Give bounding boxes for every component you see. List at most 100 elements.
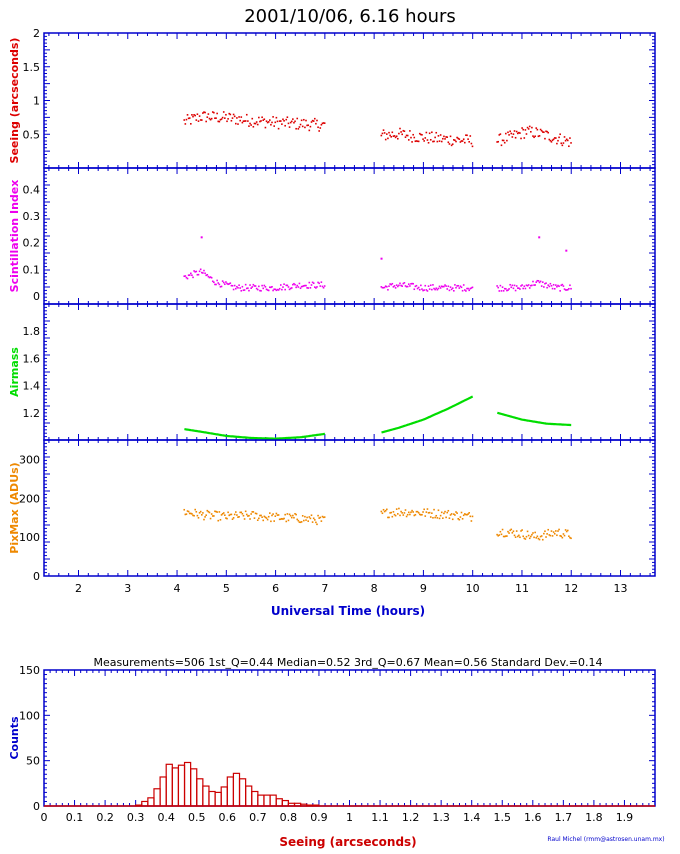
data-point [190, 512, 192, 515]
data-point [290, 287, 293, 289]
data-point [263, 284, 266, 287]
data-point [549, 282, 552, 285]
data-point [454, 514, 456, 516]
data-point [455, 511, 457, 513]
data-point [524, 287, 527, 290]
data-point [209, 118, 212, 121]
histogram-bar [251, 790, 259, 807]
data-point [254, 122, 257, 125]
data-point [466, 134, 468, 137]
data-point [307, 287, 310, 289]
data-point [320, 520, 323, 522]
data-point [211, 280, 214, 283]
data-point [269, 286, 271, 289]
data-point [541, 281, 544, 283]
data-point [532, 532, 534, 534]
data-point [240, 511, 243, 514]
data-point [231, 117, 234, 119]
y-tick-label: 1.8 [23, 325, 41, 338]
data-point [380, 134, 383, 137]
data-point [266, 518, 269, 521]
data-point [192, 514, 194, 517]
data-point [506, 535, 508, 537]
data-point [549, 139, 552, 142]
data-point [285, 520, 288, 523]
x-tick-label: 13 [614, 582, 628, 595]
data-point [449, 135, 452, 138]
credit-text: Raul Michel (rmm@astrosen.unam.mx) [547, 836, 664, 843]
data-point [198, 115, 201, 117]
data-point [380, 510, 383, 513]
data-point [431, 288, 433, 291]
data-point [188, 117, 191, 119]
data-point [438, 140, 441, 142]
data-point [390, 283, 393, 286]
data-point [505, 535, 507, 537]
data-point [239, 119, 241, 122]
data-point [188, 274, 191, 276]
histogram-bar [293, 802, 302, 807]
data-point [424, 515, 427, 517]
data-point [296, 117, 299, 120]
data-point [415, 510, 418, 513]
data-point [304, 126, 306, 129]
data-point [546, 130, 548, 133]
data-point [565, 138, 568, 141]
data-point [439, 134, 442, 136]
data-point [292, 514, 294, 517]
data-point [293, 282, 295, 285]
y-tick-label: 2 [33, 27, 40, 40]
data-point [424, 137, 427, 139]
data-point [298, 126, 301, 128]
data-point [216, 279, 218, 282]
data-point [500, 144, 503, 147]
data-point [192, 115, 194, 118]
data-point [565, 530, 568, 533]
data-point [311, 281, 314, 284]
data-point [276, 288, 279, 291]
data-point [521, 127, 523, 129]
data-point [429, 516, 432, 518]
data-point [562, 285, 565, 287]
data-point [444, 510, 446, 513]
data-point [260, 290, 262, 292]
data-point [283, 283, 285, 285]
data-point [497, 286, 500, 289]
data-point [437, 287, 440, 290]
data-point [456, 285, 458, 287]
data-point [535, 281, 538, 283]
data-point [465, 513, 467, 516]
data-point [513, 130, 516, 132]
data-point [555, 137, 557, 139]
data-point [256, 123, 259, 126]
data-point [471, 286, 474, 289]
data-point [397, 137, 399, 140]
data-point [284, 288, 286, 291]
data-point [288, 513, 291, 516]
data-point [388, 516, 390, 519]
data-point [391, 282, 394, 285]
data-point [263, 118, 266, 121]
data-point [312, 120, 315, 122]
data-point [187, 117, 190, 120]
data-point [470, 142, 473, 145]
data-point [451, 143, 454, 146]
x-tick-label: 1.9 [616, 811, 634, 824]
data-point [251, 286, 254, 288]
histogram-bar [147, 797, 155, 807]
data-point [558, 285, 560, 288]
data-point [417, 140, 420, 143]
data-point [297, 519, 300, 522]
data-point [394, 287, 397, 289]
data-point [250, 124, 252, 126]
x-tick-label: 4 [174, 582, 181, 595]
data-point [425, 511, 428, 513]
data-point [436, 140, 439, 143]
data-point [271, 285, 273, 288]
data-point [202, 512, 204, 514]
data-point [386, 285, 388, 288]
data-point [207, 113, 210, 115]
y-tick-label: 50 [26, 755, 40, 768]
data-point [259, 514, 261, 517]
airmass-line [184, 428, 325, 440]
